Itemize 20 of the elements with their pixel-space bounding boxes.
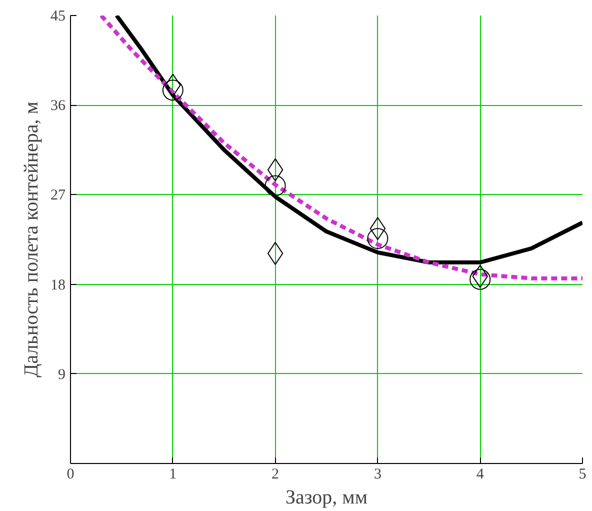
point: [162, 80, 184, 101]
x-tick-label: 2: [272, 466, 280, 482]
y-tick-label: 36: [50, 98, 66, 114]
y-axis-title: Дальность полета контейнера, м: [20, 101, 42, 378]
y-tick-label: 9: [58, 366, 66, 383]
point: [470, 268, 491, 290]
y-tick-label: 27: [50, 188, 66, 204]
x-tick-label: 0: [66, 466, 74, 482]
point: [267, 158, 284, 182]
y-tick-label: 45: [50, 8, 66, 24]
x-axis-title: Зазор, мм: [286, 486, 368, 508]
x-tick-label: 1: [169, 466, 177, 482]
point: [370, 217, 386, 240]
point: [367, 228, 388, 249]
x-tick-label: 4: [476, 466, 484, 482]
x-tick-label: 3: [374, 466, 382, 482]
y-tick-label: 18: [50, 277, 66, 294]
x-tick-label: 5: [578, 466, 586, 482]
point: [264, 175, 286, 196]
point: [267, 242, 284, 265]
